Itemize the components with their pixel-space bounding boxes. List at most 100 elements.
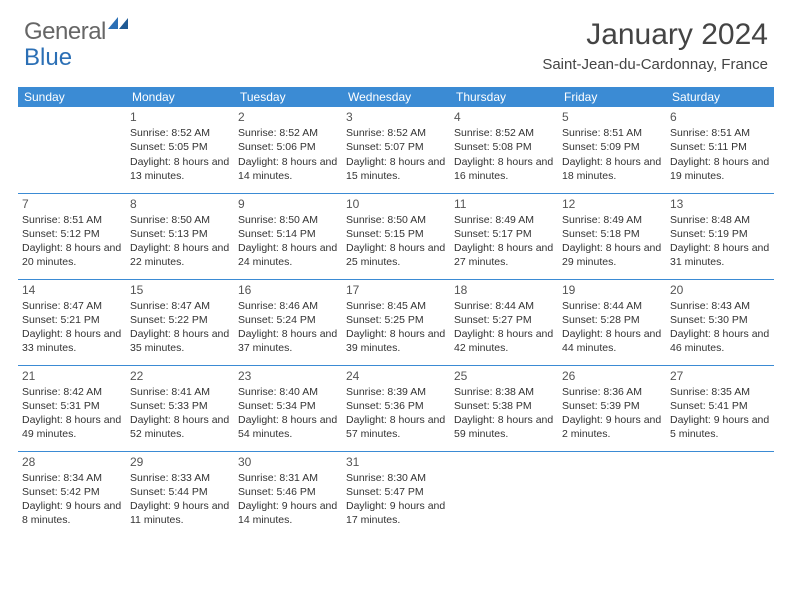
sunset-line: Sunset: 5:09 PM bbox=[562, 140, 662, 154]
day-number: 30 bbox=[238, 454, 338, 470]
sunrise-line: Sunrise: 8:46 AM bbox=[238, 299, 338, 313]
day-cell: 3Sunrise: 8:52 AMSunset: 5:07 PMDaylight… bbox=[342, 107, 450, 193]
day-number: 15 bbox=[130, 282, 230, 298]
day-cell: 23Sunrise: 8:40 AMSunset: 5:34 PMDayligh… bbox=[234, 365, 342, 451]
day-number: 3 bbox=[346, 109, 446, 125]
sunrise-line: Sunrise: 8:52 AM bbox=[454, 126, 554, 140]
brand-part1: General bbox=[24, 18, 106, 46]
day-number: 12 bbox=[562, 196, 662, 212]
sunset-line: Sunset: 5:11 PM bbox=[670, 140, 770, 154]
day-cell bbox=[666, 451, 774, 537]
day-number: 17 bbox=[346, 282, 446, 298]
sunrise-line: Sunrise: 8:36 AM bbox=[562, 385, 662, 399]
day-cell: 24Sunrise: 8:39 AMSunset: 5:36 PMDayligh… bbox=[342, 365, 450, 451]
sunrise-line: Sunrise: 8:33 AM bbox=[130, 471, 230, 485]
sunrise-line: Sunrise: 8:52 AM bbox=[238, 126, 338, 140]
sunset-line: Sunset: 5:41 PM bbox=[670, 399, 770, 413]
sunset-line: Sunset: 5:47 PM bbox=[346, 485, 446, 499]
day-cell: 4Sunrise: 8:52 AMSunset: 5:08 PMDaylight… bbox=[450, 107, 558, 193]
daylight-line: Daylight: 8 hours and 16 minutes. bbox=[454, 155, 554, 183]
week-row: 14Sunrise: 8:47 AMSunset: 5:21 PMDayligh… bbox=[18, 279, 774, 365]
day-cell: 27Sunrise: 8:35 AMSunset: 5:41 PMDayligh… bbox=[666, 365, 774, 451]
sunrise-line: Sunrise: 8:51 AM bbox=[670, 126, 770, 140]
day-number: 24 bbox=[346, 368, 446, 384]
day-number: 6 bbox=[670, 109, 770, 125]
day-cell: 15Sunrise: 8:47 AMSunset: 5:22 PMDayligh… bbox=[126, 279, 234, 365]
sunrise-line: Sunrise: 8:49 AM bbox=[454, 213, 554, 227]
day-cell: 30Sunrise: 8:31 AMSunset: 5:46 PMDayligh… bbox=[234, 451, 342, 537]
daylight-line: Daylight: 9 hours and 17 minutes. bbox=[346, 499, 446, 527]
sunrise-line: Sunrise: 8:39 AM bbox=[346, 385, 446, 399]
day-number: 14 bbox=[22, 282, 122, 298]
day-cell: 13Sunrise: 8:48 AMSunset: 5:19 PMDayligh… bbox=[666, 193, 774, 279]
daylight-line: Daylight: 8 hours and 19 minutes. bbox=[670, 155, 770, 183]
sunrise-line: Sunrise: 8:48 AM bbox=[670, 213, 770, 227]
sunset-line: Sunset: 5:38 PM bbox=[454, 399, 554, 413]
daylight-line: Daylight: 8 hours and 49 minutes. bbox=[22, 413, 122, 441]
sunrise-line: Sunrise: 8:51 AM bbox=[22, 213, 122, 227]
day-number: 10 bbox=[346, 196, 446, 212]
day-number: 9 bbox=[238, 196, 338, 212]
day-number: 31 bbox=[346, 454, 446, 470]
sunset-line: Sunset: 5:21 PM bbox=[22, 313, 122, 327]
sunrise-line: Sunrise: 8:44 AM bbox=[454, 299, 554, 313]
sunset-line: Sunset: 5:25 PM bbox=[346, 313, 446, 327]
day-number: 19 bbox=[562, 282, 662, 298]
sunset-line: Sunset: 5:39 PM bbox=[562, 399, 662, 413]
daylight-line: Daylight: 9 hours and 2 minutes. bbox=[562, 413, 662, 441]
daylight-line: Daylight: 8 hours and 54 minutes. bbox=[238, 413, 338, 441]
sunset-line: Sunset: 5:18 PM bbox=[562, 227, 662, 241]
daylight-line: Daylight: 9 hours and 14 minutes. bbox=[238, 499, 338, 527]
day-number: 16 bbox=[238, 282, 338, 298]
week-row: 21Sunrise: 8:42 AMSunset: 5:31 PMDayligh… bbox=[18, 365, 774, 451]
day-number: 13 bbox=[670, 196, 770, 212]
day-cell: 7Sunrise: 8:51 AMSunset: 5:12 PMDaylight… bbox=[18, 193, 126, 279]
sunset-line: Sunset: 5:46 PM bbox=[238, 485, 338, 499]
daylight-line: Daylight: 8 hours and 15 minutes. bbox=[346, 155, 446, 183]
day-header: Friday bbox=[558, 87, 666, 107]
day-number: 25 bbox=[454, 368, 554, 384]
sunset-line: Sunset: 5:14 PM bbox=[238, 227, 338, 241]
daylight-line: Daylight: 8 hours and 52 minutes. bbox=[130, 413, 230, 441]
daylight-line: Daylight: 8 hours and 27 minutes. bbox=[454, 241, 554, 269]
calendar-table: SundayMondayTuesdayWednesdayThursdayFrid… bbox=[18, 87, 774, 537]
day-cell: 16Sunrise: 8:46 AMSunset: 5:24 PMDayligh… bbox=[234, 279, 342, 365]
brand-flag-icon bbox=[108, 10, 130, 38]
day-number: 23 bbox=[238, 368, 338, 384]
daylight-line: Daylight: 8 hours and 37 minutes. bbox=[238, 327, 338, 355]
day-number: 29 bbox=[130, 454, 230, 470]
day-cell: 31Sunrise: 8:30 AMSunset: 5:47 PMDayligh… bbox=[342, 451, 450, 537]
day-cell: 29Sunrise: 8:33 AMSunset: 5:44 PMDayligh… bbox=[126, 451, 234, 537]
day-header: Saturday bbox=[666, 87, 774, 107]
sunrise-line: Sunrise: 8:35 AM bbox=[670, 385, 770, 399]
sunrise-line: Sunrise: 8:49 AM bbox=[562, 213, 662, 227]
location: Saint-Jean-du-Cardonnay, France bbox=[542, 56, 768, 73]
day-cell: 18Sunrise: 8:44 AMSunset: 5:27 PMDayligh… bbox=[450, 279, 558, 365]
sunrise-line: Sunrise: 8:41 AM bbox=[130, 385, 230, 399]
day-number: 27 bbox=[670, 368, 770, 384]
daylight-line: Daylight: 8 hours and 25 minutes. bbox=[346, 241, 446, 269]
day-cell: 2Sunrise: 8:52 AMSunset: 5:06 PMDaylight… bbox=[234, 107, 342, 193]
day-number: 1 bbox=[130, 109, 230, 125]
day-cell: 9Sunrise: 8:50 AMSunset: 5:14 PMDaylight… bbox=[234, 193, 342, 279]
sunset-line: Sunset: 5:22 PM bbox=[130, 313, 230, 327]
daylight-line: Daylight: 8 hours and 46 minutes. bbox=[670, 327, 770, 355]
day-number: 26 bbox=[562, 368, 662, 384]
day-header: Wednesday bbox=[342, 87, 450, 107]
sunrise-line: Sunrise: 8:50 AM bbox=[130, 213, 230, 227]
sunrise-line: Sunrise: 8:52 AM bbox=[130, 126, 230, 140]
sunset-line: Sunset: 5:34 PM bbox=[238, 399, 338, 413]
day-cell bbox=[18, 107, 126, 193]
day-cell: 17Sunrise: 8:45 AMSunset: 5:25 PMDayligh… bbox=[342, 279, 450, 365]
sunset-line: Sunset: 5:27 PM bbox=[454, 313, 554, 327]
daylight-line: Daylight: 8 hours and 24 minutes. bbox=[238, 241, 338, 269]
day-number: 28 bbox=[22, 454, 122, 470]
day-header: Sunday bbox=[18, 87, 126, 107]
day-cell bbox=[450, 451, 558, 537]
sunrise-line: Sunrise: 8:38 AM bbox=[454, 385, 554, 399]
sunset-line: Sunset: 5:33 PM bbox=[130, 399, 230, 413]
month-title: January 2024 bbox=[542, 18, 768, 52]
day-header-row: SundayMondayTuesdayWednesdayThursdayFrid… bbox=[18, 87, 774, 107]
sunset-line: Sunset: 5:44 PM bbox=[130, 485, 230, 499]
day-cell: 22Sunrise: 8:41 AMSunset: 5:33 PMDayligh… bbox=[126, 365, 234, 451]
